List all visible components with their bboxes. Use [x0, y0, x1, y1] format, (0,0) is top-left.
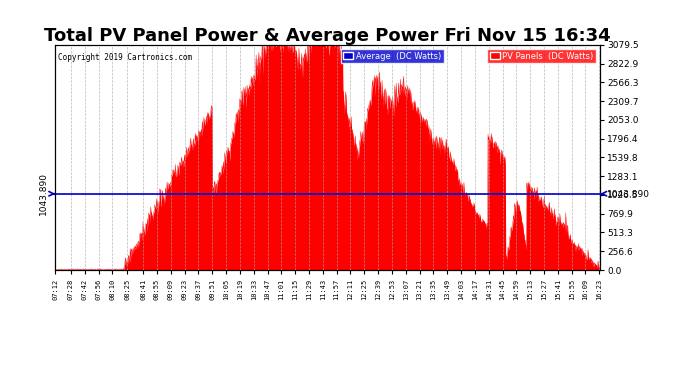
Title: Total PV Panel Power & Average Power Fri Nov 15 16:34: Total PV Panel Power & Average Power Fri…	[44, 27, 611, 45]
Legend: PV Panels  (DC Watts): PV Panels (DC Watts)	[487, 49, 596, 63]
Text: Copyright 2019 Cartronics.com: Copyright 2019 Cartronics.com	[58, 53, 192, 62]
